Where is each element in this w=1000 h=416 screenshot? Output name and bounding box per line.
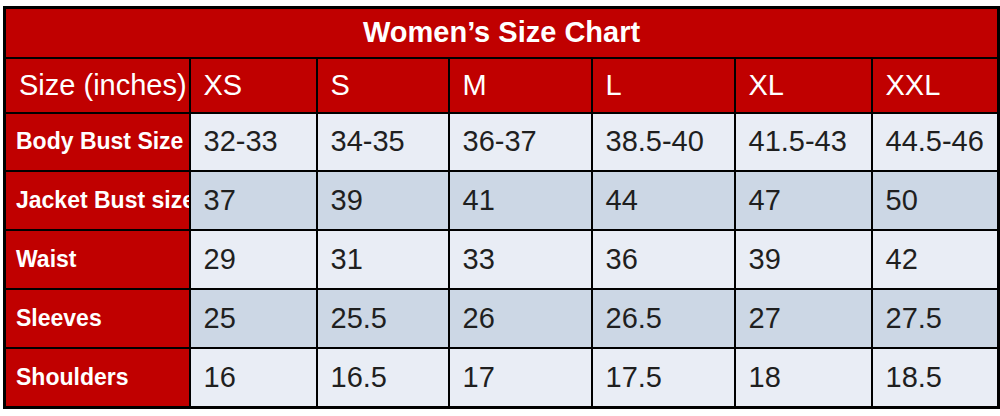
cell-jacket-bust-s: 39	[317, 171, 449, 230]
cell-shoulders-m: 17	[449, 348, 592, 408]
cell-shoulders-l: 17.5	[592, 348, 735, 408]
cell-jacket-bust-l: 44	[592, 171, 735, 230]
size-chart-table: Women’s Size Chart Size (inches) XS S M …	[3, 6, 1000, 409]
cell-sleeves-xl: 27	[735, 289, 872, 348]
cell-jacket-bust-xl: 47	[735, 171, 872, 230]
header-l: L	[592, 58, 735, 113]
cell-waist-xs: 29	[190, 230, 317, 289]
cell-shoulders-xs: 16	[190, 348, 317, 408]
header-m: M	[449, 58, 592, 113]
cell-waist-s: 31	[317, 230, 449, 289]
cell-body-bust-s: 34-35	[317, 113, 449, 172]
cell-body-bust-l: 38.5-40	[592, 113, 735, 172]
table-row-sleeves: Sleeves 25 25.5 26 26.5 27 27.5	[5, 289, 999, 348]
title-row: Women’s Size Chart	[5, 8, 999, 58]
row-label-sleeves: Sleeves	[5, 289, 190, 348]
cell-body-bust-xxl: 44.5-46	[872, 113, 999, 172]
header-size-inches: Size (inches)	[5, 58, 190, 113]
cell-sleeves-s: 25.5	[317, 289, 449, 348]
row-label-body-bust: Body Bust Size	[5, 113, 190, 172]
cell-jacket-bust-m: 41	[449, 171, 592, 230]
cell-jacket-bust-xs: 37	[190, 171, 317, 230]
header-xl: XL	[735, 58, 872, 113]
row-label-jacket-bust: Jacket Bust size	[5, 171, 190, 230]
cell-shoulders-xl: 18	[735, 348, 872, 408]
cell-body-bust-xs: 32-33	[190, 113, 317, 172]
cell-body-bust-m: 36-37	[449, 113, 592, 172]
table-row-body-bust: Body Bust Size 32-33 34-35 36-37 38.5-40…	[5, 113, 999, 172]
cell-waist-xxl: 42	[872, 230, 999, 289]
page-title: Women’s Size Chart	[5, 8, 999, 58]
cell-shoulders-xxl: 18.5	[872, 348, 999, 408]
cell-jacket-bust-xxl: 50	[872, 171, 999, 230]
cell-sleeves-xxl: 27.5	[872, 289, 999, 348]
table-row-jacket-bust: Jacket Bust size 37 39 41 44 47 50	[5, 171, 999, 230]
cell-sleeves-l: 26.5	[592, 289, 735, 348]
row-label-shoulders: Shoulders	[5, 348, 190, 408]
size-chart-image: Women’s Size Chart Size (inches) XS S M …	[0, 0, 1000, 416]
header-row: Size (inches) XS S M L XL XXL	[5, 58, 999, 113]
header-xs: XS	[190, 58, 317, 113]
table-row-waist: Waist 29 31 33 36 39 42	[5, 230, 999, 289]
cell-shoulders-s: 16.5	[317, 348, 449, 408]
cell-waist-m: 33	[449, 230, 592, 289]
row-label-waist: Waist	[5, 230, 190, 289]
cell-waist-l: 36	[592, 230, 735, 289]
cell-body-bust-xl: 41.5-43	[735, 113, 872, 172]
cell-sleeves-xs: 25	[190, 289, 317, 348]
header-s: S	[317, 58, 449, 113]
cell-sleeves-m: 26	[449, 289, 592, 348]
header-xxl: XXL	[872, 58, 999, 113]
cell-waist-xl: 39	[735, 230, 872, 289]
table-row-shoulders: Shoulders 16 16.5 17 17.5 18 18.5	[5, 348, 999, 408]
